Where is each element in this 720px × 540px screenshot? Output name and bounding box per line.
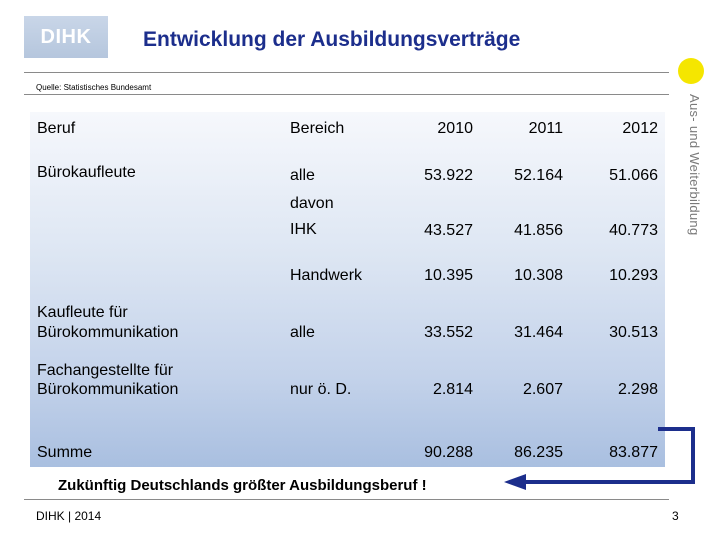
header-bereich: Bereich — [290, 119, 344, 138]
header-beruf: Beruf — [37, 119, 75, 138]
bereich-cell: alle — [290, 323, 315, 342]
value-2012: 51.066 — [580, 166, 658, 185]
beruf-cell: Summe — [37, 443, 92, 462]
header-divider — [24, 72, 669, 73]
dihk-logo: DIHK — [24, 16, 108, 58]
source-note: Quelle: Statistisches Bundesamt — [36, 83, 151, 92]
beruf-cell-line1: Fachangestellte für — [37, 361, 173, 380]
bracket-arrow-icon — [500, 424, 700, 496]
footer-divider — [24, 499, 669, 500]
bereich-cell-line1: davon — [290, 194, 334, 213]
beruf-cell: Bürokaufleute — [37, 163, 136, 182]
beruf-cell-line1: Kaufleute für — [37, 303, 128, 322]
value-2010: 53.922 — [395, 166, 473, 185]
source-divider — [24, 94, 669, 95]
value-2011: 10.308 — [485, 266, 563, 285]
header-2012: 2012 — [580, 119, 658, 138]
bereich-cell-line2: IHK — [290, 220, 317, 239]
value-2010: 33.552 — [395, 323, 473, 342]
value-2012: 10.293 — [580, 266, 658, 285]
footer-label: DIHK | 2014 — [36, 509, 101, 523]
page-number: 3 — [672, 509, 679, 523]
value-2010: 10.395 — [395, 266, 473, 285]
bereich-cell: nur ö. D. — [290, 380, 351, 399]
footnote-highlight: Zukünftig Deutschlands größter Ausbildun… — [58, 477, 427, 494]
bereich-cell: alle — [290, 166, 315, 185]
value-2012: 40.773 — [580, 221, 658, 240]
side-label: Aus- und Weiterbildung — [680, 94, 702, 234]
value-2011: 52.164 — [485, 166, 563, 185]
yellow-dot-icon — [678, 58, 704, 84]
value-2011: 2.607 — [485, 380, 563, 399]
value-2010: 2.814 — [395, 380, 473, 399]
logo-text: DIHK — [41, 26, 92, 49]
header-2010: 2010 — [395, 119, 473, 138]
value-2011: 31.464 — [485, 323, 563, 342]
value-2010: 90.288 — [395, 443, 473, 462]
page-title: Entwicklung der Ausbildungsverträge — [143, 28, 520, 52]
header-2011: 2011 — [485, 119, 563, 138]
value-2012: 30.513 — [580, 323, 658, 342]
value-2011: 41.856 — [485, 221, 563, 240]
beruf-cell-line2: Bürokommunikation — [37, 323, 178, 342]
beruf-cell-line2: Bürokommunikation — [37, 380, 178, 399]
value-2010: 43.527 — [395, 221, 473, 240]
bereich-cell: Handwerk — [290, 266, 362, 285]
value-2012: 2.298 — [580, 380, 658, 399]
